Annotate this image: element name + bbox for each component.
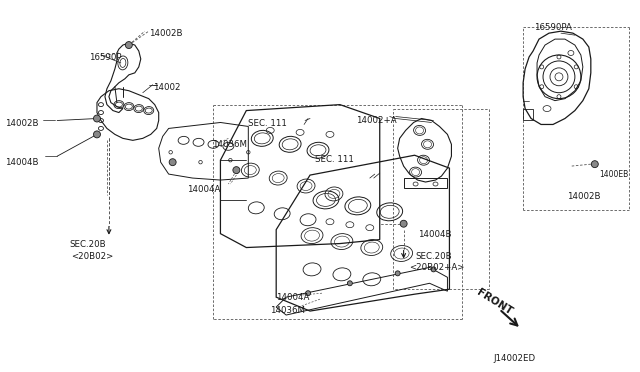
Text: SEC.20B: SEC.20B — [69, 240, 106, 248]
Text: 14002B: 14002B — [567, 192, 600, 201]
Text: 14004B: 14004B — [417, 230, 451, 239]
Ellipse shape — [93, 131, 100, 138]
Text: SEC. 111: SEC. 111 — [315, 155, 354, 164]
Text: 14004B: 14004B — [5, 158, 39, 167]
Text: FRONT: FRONT — [476, 288, 515, 317]
Ellipse shape — [431, 267, 436, 272]
Text: 1400EB: 1400EB — [599, 170, 628, 179]
Text: 14004A: 14004A — [276, 293, 310, 302]
Text: 14004A: 14004A — [187, 185, 220, 194]
Ellipse shape — [93, 115, 100, 122]
Text: <20B02>: <20B02> — [71, 251, 113, 260]
Text: SEC.20B: SEC.20B — [415, 251, 452, 260]
Ellipse shape — [233, 167, 240, 174]
Text: 14036M: 14036M — [212, 140, 248, 149]
Text: J14002ED: J14002ED — [493, 354, 536, 363]
Ellipse shape — [348, 281, 353, 286]
Text: 14002: 14002 — [153, 83, 180, 92]
Text: <20B02+A>: <20B02+A> — [410, 263, 465, 272]
Ellipse shape — [395, 271, 400, 276]
Ellipse shape — [125, 42, 132, 48]
Text: 16590PA: 16590PA — [534, 23, 572, 32]
Ellipse shape — [400, 220, 407, 227]
Ellipse shape — [591, 161, 598, 168]
Text: 14002+A: 14002+A — [356, 116, 396, 125]
Text: SEC. 111: SEC. 111 — [248, 119, 287, 128]
Text: 16590P: 16590P — [89, 53, 122, 62]
Text: 14036M: 14036M — [270, 306, 305, 315]
Text: 14002B: 14002B — [5, 119, 39, 128]
Ellipse shape — [305, 291, 310, 296]
Ellipse shape — [169, 159, 176, 166]
Text: 14002B: 14002B — [148, 29, 182, 38]
